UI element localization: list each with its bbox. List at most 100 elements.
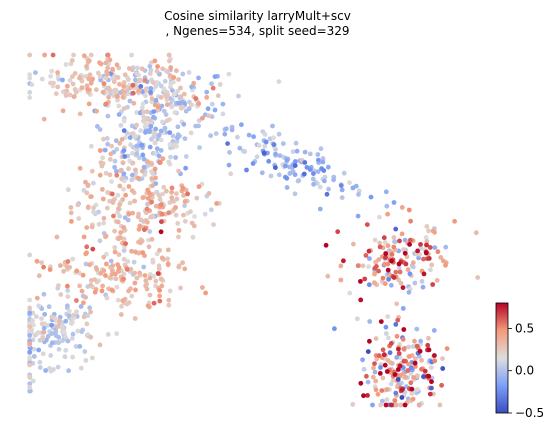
scatter-point bbox=[114, 172, 120, 178]
scatter-point bbox=[62, 354, 68, 360]
scatter-point bbox=[424, 242, 429, 248]
scatter-point bbox=[81, 53, 87, 59]
scatter-point bbox=[54, 234, 60, 240]
scatter-point bbox=[384, 203, 390, 209]
scatter-point bbox=[117, 202, 123, 207]
scatter-point bbox=[109, 287, 115, 293]
scatter-point bbox=[49, 340, 55, 346]
scatter-point bbox=[70, 354, 75, 360]
scatter-point bbox=[401, 327, 407, 332]
scatter-point bbox=[65, 294, 71, 299]
scatter-point bbox=[84, 250, 89, 256]
scatter-point bbox=[387, 350, 393, 356]
scatter-point bbox=[149, 176, 155, 181]
scatter-point bbox=[196, 101, 202, 107]
scatter-point bbox=[139, 66, 145, 72]
scatter-point bbox=[77, 283, 82, 289]
scatter-point bbox=[158, 95, 164, 100]
scatter-point bbox=[315, 169, 321, 175]
scatter-point bbox=[181, 91, 187, 97]
scatter-point bbox=[220, 111, 226, 117]
scatter-point bbox=[310, 176, 316, 182]
scatter-point bbox=[378, 402, 383, 408]
scatter-point bbox=[426, 335, 431, 341]
scatter-point bbox=[360, 357, 365, 363]
scatter-point bbox=[121, 148, 127, 154]
scatter-point bbox=[183, 154, 189, 159]
scatter-point bbox=[191, 80, 197, 86]
scatter-point bbox=[130, 210, 136, 216]
scatter-point bbox=[350, 185, 356, 191]
scatter-point bbox=[114, 284, 120, 290]
scatter-point bbox=[91, 205, 96, 211]
scatter-point bbox=[302, 160, 308, 165]
scatter-point bbox=[290, 149, 296, 155]
scatter-point bbox=[347, 180, 352, 186]
scatter-point bbox=[158, 160, 163, 165]
scatter-point bbox=[67, 78, 73, 83]
scatter-point bbox=[104, 251, 109, 257]
scatter-point bbox=[149, 236, 155, 242]
scatter-point bbox=[380, 275, 386, 281]
scatter-point bbox=[121, 118, 127, 124]
scatter-point bbox=[112, 249, 118, 255]
scatter-point bbox=[421, 374, 426, 380]
scatter-point bbox=[70, 74, 75, 79]
scatter-point bbox=[391, 275, 397, 280]
scatter-point bbox=[135, 88, 141, 94]
scatter-point bbox=[385, 243, 391, 249]
scatter-point bbox=[395, 367, 401, 372]
scatter-point bbox=[78, 304, 84, 309]
scatter-point bbox=[142, 117, 147, 122]
scatter-point bbox=[429, 262, 435, 268]
scatter-point bbox=[209, 101, 215, 107]
scatter-point bbox=[65, 83, 70, 89]
scatter-point bbox=[414, 326, 420, 332]
scatter-point bbox=[88, 334, 94, 340]
scatter-point bbox=[105, 113, 111, 119]
scatter-point bbox=[111, 79, 117, 85]
scatter-point bbox=[268, 173, 274, 179]
scatter-point bbox=[423, 235, 429, 240]
scatter-point bbox=[92, 277, 98, 282]
scatter-point bbox=[196, 75, 201, 81]
scatter-point bbox=[63, 62, 69, 67]
scatter-point bbox=[165, 247, 171, 253]
scatter-point bbox=[156, 192, 162, 198]
scatter-point bbox=[113, 138, 119, 144]
scatter-point bbox=[130, 82, 136, 88]
scatter-point bbox=[325, 164, 331, 170]
scatter-point bbox=[117, 81, 122, 87]
scatter-point bbox=[170, 88, 175, 93]
scatter-point bbox=[120, 197, 126, 202]
scatter-point bbox=[112, 228, 117, 234]
scatter-point bbox=[169, 195, 175, 201]
scatter-point bbox=[192, 214, 197, 219]
scatter-point bbox=[107, 172, 113, 178]
scatter-point bbox=[90, 76, 95, 82]
scatter-point bbox=[244, 167, 249, 173]
scatter-point bbox=[419, 357, 424, 363]
scatter-point bbox=[48, 73, 53, 79]
scatter-point bbox=[81, 300, 86, 306]
scatter-point bbox=[316, 157, 321, 163]
scatter-point bbox=[412, 360, 418, 366]
scatter-point bbox=[144, 109, 150, 115]
scatter-point bbox=[294, 148, 300, 154]
scatter-point bbox=[37, 365, 43, 370]
scatter-point bbox=[202, 211, 208, 217]
scatter-point bbox=[414, 343, 420, 349]
scatter-point bbox=[149, 96, 155, 101]
scatter-point bbox=[372, 237, 378, 243]
scatter-point bbox=[151, 114, 156, 120]
scatter-point bbox=[71, 94, 77, 99]
scatter-point bbox=[30, 318, 35, 323]
scatter-point bbox=[399, 387, 405, 392]
scatter-point bbox=[212, 107, 218, 113]
scatter-point bbox=[367, 338, 372, 344]
scatter-point bbox=[110, 200, 116, 205]
scatter-point bbox=[94, 87, 99, 93]
scatter-point bbox=[411, 375, 416, 380]
scatter-point bbox=[134, 122, 139, 128]
scatter-point bbox=[134, 275, 140, 281]
